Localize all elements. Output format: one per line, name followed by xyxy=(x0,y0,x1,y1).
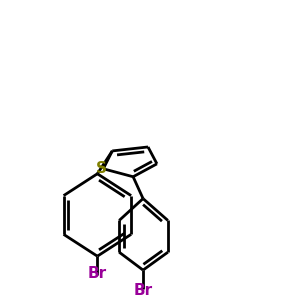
Text: S: S xyxy=(96,161,107,176)
Text: Br: Br xyxy=(134,284,153,298)
Text: Br: Br xyxy=(88,266,107,280)
